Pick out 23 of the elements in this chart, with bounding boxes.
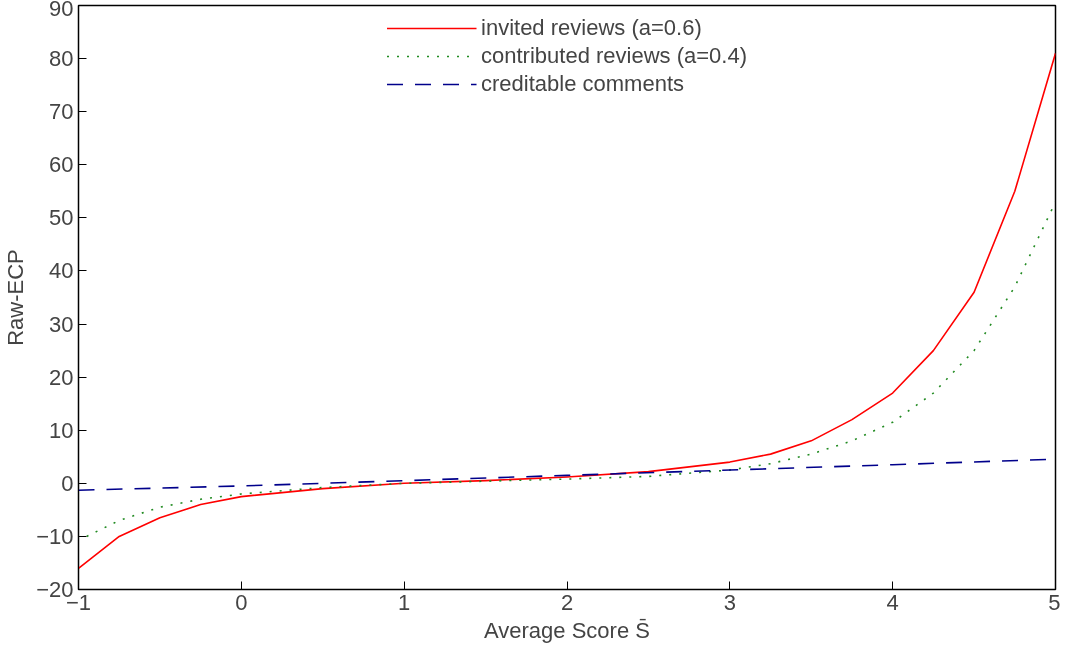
y-tick-label: 90 — [49, 0, 74, 21]
y-axis-title: Raw-ECP — [3, 249, 29, 346]
y-tick-label: 10 — [49, 417, 74, 443]
y-tick-label: 30 — [49, 311, 74, 337]
x-tick-label: 4 — [886, 589, 899, 615]
line-series — [78, 458, 1049, 492]
y-tick-label: 20 — [49, 364, 74, 390]
y-tick-label: 60 — [49, 152, 74, 178]
legend-label: contributed reviews (a=0.4) — [481, 43, 747, 69]
y-tick-label: 40 — [49, 258, 74, 284]
y-tick-label: −10 — [36, 523, 74, 549]
x-tick-label: 3 — [723, 589, 736, 615]
x-tick-label: 5 — [1048, 589, 1061, 615]
y-tick-label: 50 — [49, 205, 74, 231]
x-tick-label: 0 — [235, 589, 248, 615]
y-tick-label: 0 — [61, 470, 74, 496]
x-axis-title: Average Score S̄ — [484, 617, 650, 643]
legend-label: invited reviews (a=0.6) — [481, 15, 702, 41]
x-tick-label: 2 — [560, 589, 574, 615]
x-tick-label: 1 — [398, 589, 411, 615]
y-tick-label: 70 — [49, 99, 74, 125]
y-tick-label: 80 — [49, 46, 74, 72]
legend-label: creditable comments — [481, 71, 684, 97]
